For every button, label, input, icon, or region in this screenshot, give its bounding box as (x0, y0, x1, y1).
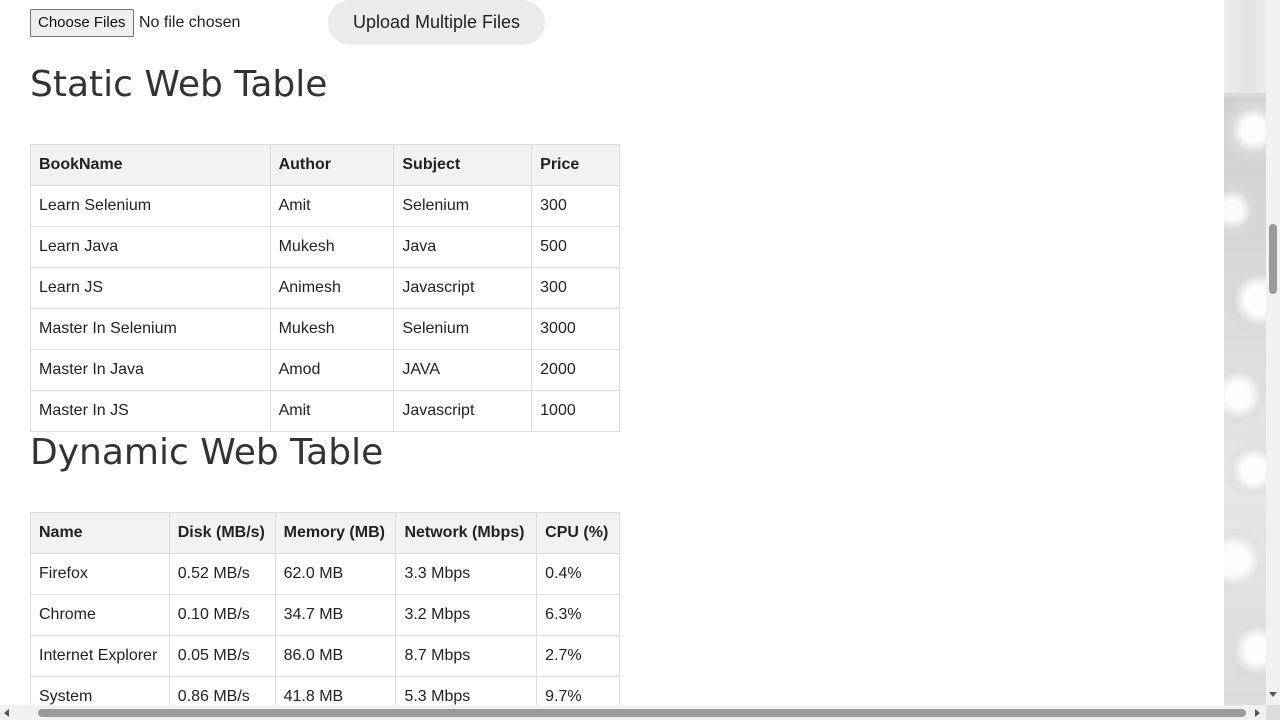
table-cell: 3.3 Mbps (395, 553, 538, 595)
column-header: Memory (MB) (274, 512, 397, 554)
table-row: Internet Explorer 0.05 MB/s 86.0 MB 8.7 … (30, 635, 620, 677)
table-row: System 0.86 MB/s 41.8 MB 5.3 Mbps 9.7% (30, 676, 620, 705)
table-cell: Master In JS (30, 390, 271, 432)
table-cell: JAVA (393, 349, 533, 391)
column-header: BookName (30, 144, 271, 186)
table-row: Learn JS Animesh Javascript 300 (30, 267, 620, 309)
scroll-left-arrow-icon[interactable] (4, 709, 9, 717)
column-header: CPU (%) (536, 512, 620, 554)
table-cell: 6.3% (536, 594, 620, 636)
table-cell: 41.8 MB (274, 676, 397, 705)
table-cell: Amit (269, 185, 395, 227)
table-header-row: Name Disk (MB/s) Memory (MB) Network (Mb… (30, 512, 620, 554)
file-status-text: No file chosen (139, 14, 241, 31)
table-cell: Java (393, 226, 533, 268)
table-cell: Animesh (269, 267, 395, 309)
scroll-down-arrow-icon[interactable] (1269, 692, 1277, 697)
column-header: Author (269, 144, 395, 186)
table-cell: 0.05 MB/s (168, 635, 276, 677)
table-cell: 34.7 MB (274, 594, 397, 636)
table-cell: Javascript (393, 267, 533, 309)
table-cell: System (30, 676, 170, 705)
table-cell: Amit (269, 390, 395, 432)
choose-files-button[interactable]: Choose Files (30, 9, 134, 37)
column-header: Name (30, 512, 170, 554)
table-cell: 0.86 MB/s (168, 676, 276, 705)
vertical-scrollbar[interactable] (1266, 0, 1280, 705)
table-cell: 2.7% (536, 635, 620, 677)
table-cell: 0.52 MB/s (168, 553, 276, 595)
table-row: Learn Java Mukesh Java 500 (30, 226, 620, 268)
table-cell: 62.0 MB (274, 553, 397, 595)
table-cell: 1000 (531, 390, 620, 432)
background-image (1224, 0, 1266, 705)
table-cell: Amod (269, 349, 395, 391)
static-web-table: BookName Author Subject Price Learn Sele… (30, 144, 620, 432)
table-cell: Master In Java (30, 349, 271, 391)
table-cell: Javascript (393, 390, 533, 432)
dynamic-table-title: Dynamic Web Table (30, 432, 384, 473)
table-cell: Learn JS (30, 267, 271, 309)
page-content: Choose Files No file chosen Upload Multi… (30, 0, 620, 705)
table-cell: 0.10 MB/s (168, 594, 276, 636)
table-header-row: BookName Author Subject Price (30, 144, 620, 186)
table-cell: Internet Explorer (30, 635, 170, 677)
table-cell: 300 (531, 267, 620, 309)
column-header: Network (Mbps) (395, 512, 538, 554)
table-cell: Selenium (393, 185, 533, 227)
table-cell: Firefox (30, 553, 170, 595)
table-row: Chrome 0.10 MB/s 34.7 MB 3.2 Mbps 6.3% (30, 594, 620, 636)
table-cell: 8.7 Mbps (395, 635, 538, 677)
table-cell: Mukesh (269, 226, 395, 268)
table-row: Master In Selenium Mukesh Selenium 3000 (30, 308, 620, 350)
table-cell: 5.3 Mbps (395, 676, 538, 705)
table-row: Learn Selenium Amit Selenium 300 (30, 185, 620, 227)
background-band (1224, 0, 1266, 94)
table-cell: 300 (531, 185, 620, 227)
table-row: Master In JS Amit Javascript 1000 (30, 390, 620, 432)
dynamic-web-table: Name Disk (MB/s) Memory (MB) Network (Mb… (30, 512, 620, 705)
table-cell: 2000 (531, 349, 620, 391)
static-table-title: Static Web Table (30, 64, 328, 105)
table-row: Firefox 0.52 MB/s 62.0 MB 3.3 Mbps 0.4% (30, 553, 620, 595)
column-header: Subject (393, 144, 533, 186)
table-cell: Learn Java (30, 226, 271, 268)
scrollbar-corner (1266, 705, 1280, 720)
table-cell: Selenium (393, 308, 533, 350)
column-header: Disk (MB/s) (168, 512, 276, 554)
table-cell: Learn Selenium (30, 185, 271, 227)
column-header: Price (531, 144, 620, 186)
vertical-scrollbar-thumb[interactable] (1269, 224, 1277, 294)
table-cell: Chrome (30, 594, 170, 636)
table-cell: 86.0 MB (274, 635, 397, 677)
table-cell: 3.2 Mbps (395, 594, 538, 636)
table-cell: 500 (531, 226, 620, 268)
table-cell: 0.4% (536, 553, 620, 595)
table-cell: Mukesh (269, 308, 395, 350)
horizontal-scrollbar-thumb[interactable] (38, 709, 1246, 717)
table-cell: 9.7% (536, 676, 620, 705)
scroll-right-arrow-icon[interactable] (1255, 709, 1260, 717)
table-row: Master In Java Amod JAVA 2000 (30, 349, 620, 391)
table-cell: Master In Selenium (30, 308, 271, 350)
table-cell: 3000 (531, 308, 620, 350)
upload-multiple-files-button[interactable]: Upload Multiple Files (328, 0, 545, 45)
horizontal-scrollbar[interactable] (0, 705, 1266, 720)
